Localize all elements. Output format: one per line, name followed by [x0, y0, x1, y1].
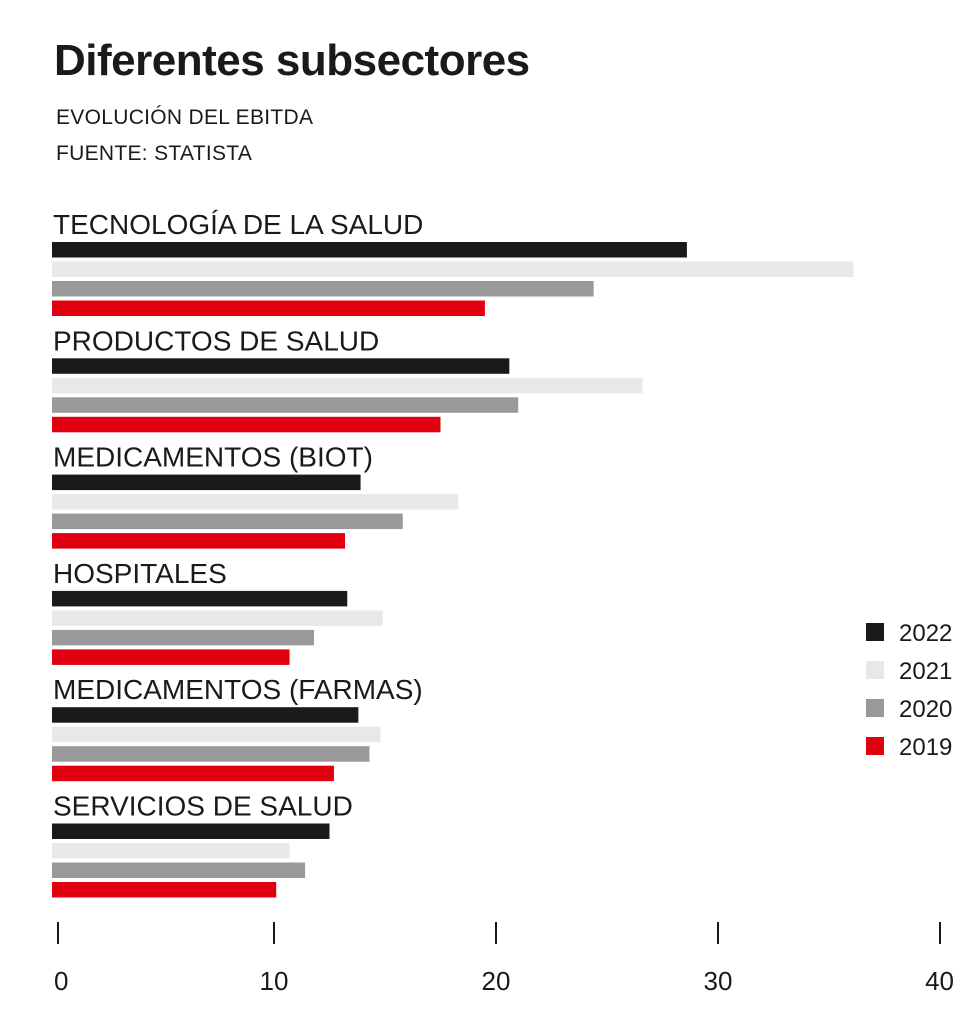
category-label-servicios-de-salud: SERVICIOS DE SALUD	[53, 791, 353, 822]
x-tick-label-30: 30	[704, 966, 733, 996]
bar-medicamentos-biot-2022	[52, 474, 361, 491]
legend-label-2022: 2022	[899, 620, 952, 647]
bar-servicios-de-salud-2019	[52, 882, 277, 898]
legend-label-2020: 2020	[899, 696, 952, 723]
chart-title: Diferentes subsectores	[54, 36, 530, 85]
chart-source: FUENTE: STATISTA	[56, 142, 253, 165]
legend-swatch-2021	[866, 661, 884, 679]
bar-tecnologia-de-la-salud-2019	[52, 300, 485, 316]
category-label-productos-de-salud: PRODUCTOS DE SALUD	[53, 325, 379, 356]
category-labels: TECNOLOGÍA DE LA SALUD PRODUCTOS DE SALUD…	[53, 209, 423, 822]
x-tick-label-20: 20	[482, 966, 511, 996]
bar-medicamentos-farmas-2019	[52, 765, 334, 782]
bar-hospitales-2022	[52, 590, 348, 607]
category-label-tecnologia-de-la-salud: TECNOLOGÍA DE LA SALUD	[53, 209, 423, 240]
legend-swatch-2022	[866, 623, 884, 641]
bar-servicios-de-salud-2022	[52, 823, 330, 839]
bar-medicamentos-biot-2021	[52, 494, 459, 510]
bar-hospitales-2021	[52, 610, 383, 626]
bar-hospitales-2019	[52, 649, 290, 665]
bar-tecnologia-de-la-salud-2020	[52, 281, 594, 297]
legend: 2022 2021 2020 2019	[866, 620, 952, 761]
category-label-hospitales: HOSPITALES	[53, 558, 227, 589]
x-tick-label-40: 40	[925, 966, 954, 996]
bar-medicamentos-farmas-2020	[52, 746, 370, 762]
chart-subtitle: EVOLUCIÓN DEL EBITDA	[56, 106, 314, 129]
bar-productos-de-salud-2021	[52, 377, 643, 394]
bar-hospitales-2020	[52, 629, 314, 646]
category-label-medicamentos-farmas: MEDICAMENTOS (FARMAS)	[53, 674, 423, 705]
x-tick-label-0: 0	[54, 966, 68, 996]
bar-tecnologia-de-la-salud-2021	[52, 261, 854, 277]
bar-medicamentos-farmas-2022	[52, 707, 359, 723]
category-label-medicamentos-biot: MEDICAMENTOS (BIOT)	[53, 442, 373, 473]
bar-servicios-de-salud-2020	[52, 862, 306, 878]
x-axis: 0 10 20 30 40	[54, 922, 954, 996]
x-tick-label-10: 10	[260, 966, 289, 996]
bar-productos-de-salud-2019	[52, 416, 441, 433]
bar-medicamentos-farmas-2021	[52, 726, 381, 743]
legend-swatch-2020	[866, 699, 884, 717]
bar-medicamentos-biot-2019	[52, 533, 346, 549]
bar-tecnologia-de-la-salud-2022	[52, 242, 687, 258]
bar-medicamentos-biot-2020	[52, 513, 403, 530]
bars-group	[52, 242, 854, 898]
bar-servicios-de-salud-2021	[52, 843, 290, 859]
legend-label-2021: 2021	[899, 658, 952, 685]
bar-productos-de-salud-2020	[52, 397, 519, 413]
bar-productos-de-salud-2022	[52, 358, 510, 374]
legend-label-2019: 2019	[899, 734, 952, 761]
legend-swatch-2019	[866, 737, 884, 755]
